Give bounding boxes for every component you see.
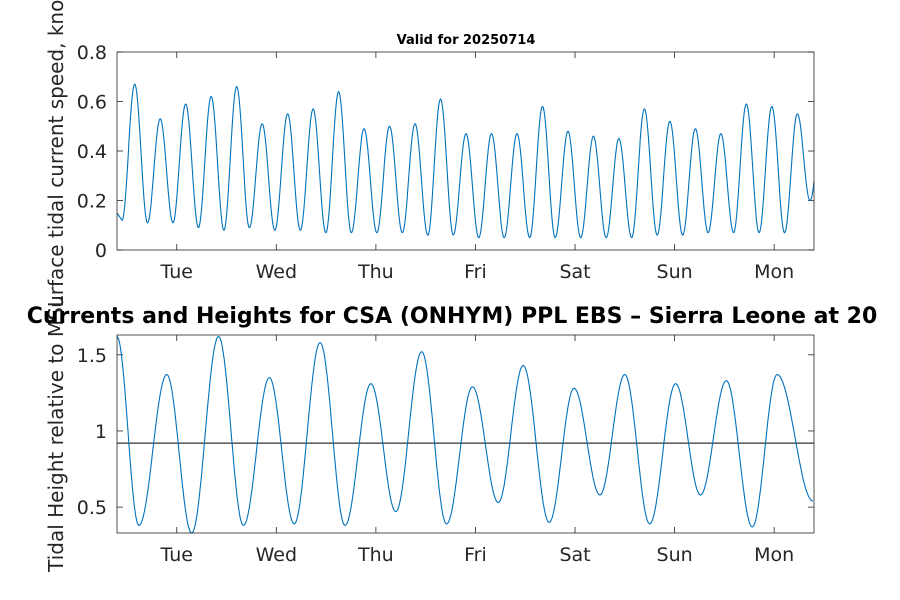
x-tick-label: Sun xyxy=(657,261,693,283)
current-plot-area xyxy=(117,52,814,250)
x-tick-label: Sat xyxy=(559,261,590,283)
current-y-axis-label: Surface tidal current speed, knots xyxy=(44,0,68,321)
x-tick-label: Wed xyxy=(256,261,297,283)
height-y-axis-label: Tidal Height relative to MSL xyxy=(44,295,68,573)
y-tick-label: 0.4 xyxy=(77,141,107,163)
current-speed-series xyxy=(116,83,815,239)
height-plot-frame xyxy=(116,334,815,534)
y-tick-label: 0.2 xyxy=(77,191,107,213)
height-plot-area xyxy=(117,335,814,533)
x-tick-label: Fri xyxy=(464,544,487,566)
x-tick-label: Thu xyxy=(357,261,394,283)
x-tick-label: Thu xyxy=(357,544,394,566)
current-chart-title: Valid for 20250714 xyxy=(397,33,536,48)
y-tick-label: 0.8 xyxy=(77,42,107,64)
y-tick-label: 1 xyxy=(95,421,107,443)
current-speed-panel: Tue Wed Thu Fri Sat Sun Mon 0 0.2 0.4 0.6 0.8 Valid… xyxy=(44,0,815,321)
y-tick-label: 1.5 xyxy=(77,345,107,367)
x-tick-label: Tue xyxy=(160,261,193,283)
x-tick-label: Mon xyxy=(754,544,794,566)
current-plot-frame xyxy=(116,51,815,251)
main-chart-title: Currents and Heights for CSA (ONHYM) PPL… xyxy=(27,304,878,329)
x-tick-label: Sun xyxy=(657,544,693,566)
y-tick-label: 0 xyxy=(95,240,107,262)
y-tick-label: 0.6 xyxy=(77,92,107,114)
x-tick-label: Mon xyxy=(754,261,794,283)
x-tick-label: Sat xyxy=(559,544,590,566)
y-tick-label: 0.5 xyxy=(77,497,107,519)
x-tick-label: Tue xyxy=(160,544,193,566)
tidal-height-series xyxy=(116,335,814,534)
x-tick-label: Wed xyxy=(256,544,297,566)
x-tick-label: Fri xyxy=(464,261,487,283)
tidal-height-panel: Tue Wed Thu Fri Sat Sun Mon 0.5 1 1.5 Tidal Heigh… xyxy=(44,295,815,573)
